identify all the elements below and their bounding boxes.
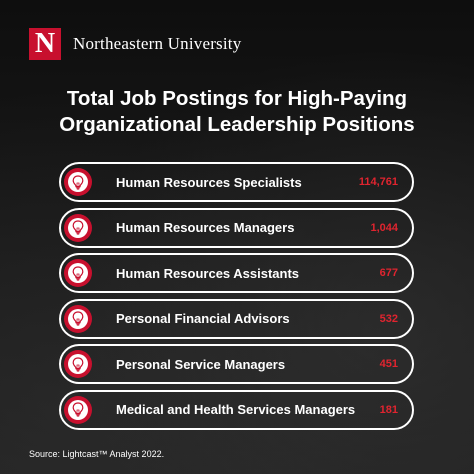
job-row: Personal Service Managers 451: [59, 344, 414, 384]
brand-name: Northeastern University: [73, 34, 242, 53]
lightbulb-icon-inner: [68, 217, 88, 238]
lightbulb-icon: [64, 395, 92, 424]
northeastern-logo: N: [29, 28, 61, 60]
job-postings-value: 181: [379, 403, 398, 416]
header: N Northeastern University: [29, 28, 241, 60]
title-line-2: Organizational Leadership Positions: [59, 113, 415, 136]
job-title: Human Resources Managers: [116, 220, 295, 235]
job-row: Human Resources Managers 1,044: [59, 207, 414, 248]
job-row: Medical and Health Services Managers 181: [59, 389, 414, 430]
job-row: Human Resources Specialists 114,761: [59, 162, 414, 202]
lightbulb-icon-inner: [68, 263, 88, 283]
job-title: Medical and Health Services Managers: [116, 402, 356, 417]
lightbulb-icon: [64, 259, 92, 287]
job-title: Human Resources Assistants: [116, 265, 300, 281]
lightbulb-icon-inner: [68, 399, 88, 420]
lightbulb-icon-inner: [68, 308, 88, 329]
job-postings-value: 451: [379, 358, 398, 370]
logo-letter: N: [34, 28, 56, 59]
lightbulb-icon: [64, 213, 92, 242]
title-line-1: Total Job Postings for High-Paying: [66, 87, 408, 110]
job-title: Human Resources Specialists: [116, 174, 302, 190]
job-postings-value: 1,044: [370, 221, 398, 234]
source-note: Source: Lightcast™ Analyst 2022.: [29, 449, 165, 459]
lightbulb-icon-inner: [68, 172, 88, 192]
job-title: Personal Financial Advisors: [116, 311, 290, 326]
job-title: Personal Service Managers: [116, 356, 286, 372]
job-postings-value: 114,761: [358, 176, 398, 188]
lightbulb-icon: [64, 168, 92, 196]
job-postings-value: 677: [379, 267, 398, 279]
lightbulb-icon: [64, 350, 92, 378]
lightbulb-icon-inner: [68, 354, 88, 374]
lightbulb-icon: [64, 304, 92, 333]
chart-title: Total Job Postings for High-Paying Organ…: [0, 86, 474, 138]
job-row: Human Resources Assistants 677: [59, 253, 414, 293]
job-postings-value: 532: [379, 312, 398, 325]
job-row: Personal Financial Advisors 532: [59, 298, 414, 339]
job-list: Human Resources Specialists 114,761 Human …: [59, 162, 414, 435]
